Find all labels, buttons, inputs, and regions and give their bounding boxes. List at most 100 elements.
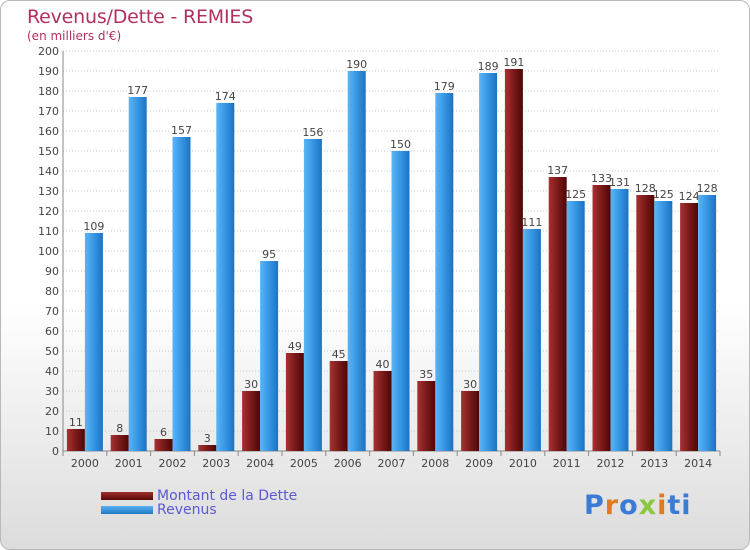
logo-letter: i: [657, 490, 668, 521]
data-label-revenus: 156: [302, 126, 323, 139]
data-label-revenus: 190: [346, 58, 367, 71]
data-label-dette: 49: [288, 340, 302, 353]
y-tick-label: 90: [45, 265, 59, 278]
x-tick-label: 2010: [509, 457, 537, 470]
y-tick-label: 120: [38, 205, 59, 218]
data-label-dette: 40: [376, 358, 390, 371]
y-tick-label: 70: [45, 305, 59, 318]
y-tick-label: 30: [45, 385, 59, 398]
chart-title: Revenus/Dette - REMIES: [27, 6, 254, 28]
bar-dette: [154, 439, 173, 451]
x-tick-label: 2013: [640, 457, 668, 470]
data-label-dette: 45: [332, 348, 346, 361]
bar-dette: [548, 177, 567, 451]
x-tick-label: 2011: [553, 457, 581, 470]
bar-dette: [242, 391, 261, 451]
y-tick-label: 100: [38, 245, 59, 258]
bar-revenus: [260, 261, 279, 451]
y-tick-label: 150: [38, 145, 59, 158]
bar-revenus: [391, 151, 410, 451]
data-label-revenus: 189: [478, 60, 499, 73]
x-tick-label: 2002: [159, 457, 187, 470]
x-tick-label: 2008: [421, 457, 449, 470]
y-tick-label: 20: [45, 405, 59, 418]
bar-revenus: [216, 103, 235, 451]
x-tick-label: 2001: [115, 457, 143, 470]
data-label-revenus: 128: [697, 182, 718, 195]
y-tick-label: 160: [38, 125, 59, 138]
data-label-dette: 3: [204, 432, 211, 445]
bar-dette: [329, 361, 348, 451]
bar-dette: [285, 353, 304, 451]
y-tick-label: 130: [38, 185, 59, 198]
bar-dette: [592, 185, 611, 451]
y-tick-label: 50: [45, 345, 59, 358]
x-tick-label: 2003: [202, 457, 230, 470]
bar-revenus: [698, 195, 717, 451]
logo-letter: i: [681, 490, 692, 521]
bar-dette: [680, 203, 699, 451]
logo-letter: P: [584, 490, 605, 521]
bar-dette: [198, 445, 217, 451]
bar-dette: [504, 69, 523, 451]
legend-swatch-dette: [101, 492, 153, 500]
logo-letter: o: [619, 490, 639, 521]
data-label-dette: 30: [244, 378, 258, 391]
bar-dette: [461, 391, 480, 451]
data-label-dette: 133: [591, 172, 612, 185]
data-label-dette: 30: [463, 378, 477, 391]
data-label-revenus: 157: [171, 124, 192, 137]
data-label-dette: 11: [69, 416, 83, 429]
data-label-revenus: 95: [262, 248, 276, 261]
data-label-dette: 137: [547, 164, 568, 177]
bar-revenus: [522, 229, 541, 451]
data-label-revenus: 109: [83, 220, 104, 233]
bar-dette: [417, 381, 436, 451]
x-tick-label: 2012: [597, 457, 625, 470]
bar-revenus: [654, 201, 673, 451]
bar-revenus: [303, 139, 322, 451]
bar-dette: [66, 429, 85, 451]
data-label-dette: 8: [116, 422, 123, 435]
data-label-revenus: 125: [653, 188, 674, 201]
data-label-revenus: 174: [215, 90, 236, 103]
data-label-revenus: 111: [521, 216, 542, 229]
data-label-dette: 6: [160, 426, 167, 439]
legend-swatch-revenus: [101, 506, 153, 514]
bar-revenus: [610, 189, 629, 451]
data-label-dette: 191: [503, 56, 524, 69]
y-tick-label: 60: [45, 325, 59, 338]
y-tick-label: 190: [38, 65, 59, 78]
y-tick-label: 40: [45, 365, 59, 378]
bar-revenus: [479, 73, 498, 451]
y-tick-label: 10: [45, 425, 59, 438]
bar-revenus: [347, 71, 366, 451]
proxiti-logo: Proxiti: [584, 490, 692, 521]
x-tick-label: 2000: [71, 457, 99, 470]
y-tick-label: 80: [45, 285, 59, 298]
data-label-revenus: 131: [609, 176, 630, 189]
legend-label-dette: Montant de la Dette: [157, 488, 298, 504]
y-tick-label: 110: [38, 225, 59, 238]
data-label-revenus: 177: [127, 84, 148, 97]
data-label-revenus: 125: [565, 188, 586, 201]
data-label-dette: 35: [419, 368, 433, 381]
bar-dette: [373, 371, 392, 451]
logo-letter: t: [667, 490, 682, 521]
y-tick-label: 140: [38, 165, 59, 178]
y-tick-label: 170: [38, 105, 59, 118]
legend-label-revenus: Revenus: [157, 502, 217, 518]
data-label-dette: 124: [679, 190, 700, 203]
bar-revenus: [566, 201, 585, 451]
y-tick-label: 0: [52, 445, 59, 458]
logo-letter: r: [604, 490, 620, 521]
bar-revenus: [172, 137, 191, 451]
logo-letter: x: [638, 490, 658, 521]
data-label-dette: 128: [635, 182, 656, 195]
bar-revenus: [435, 93, 454, 451]
bar-revenus: [128, 97, 147, 451]
data-label-revenus: 179: [434, 80, 455, 93]
data-label-revenus: 150: [390, 138, 411, 151]
